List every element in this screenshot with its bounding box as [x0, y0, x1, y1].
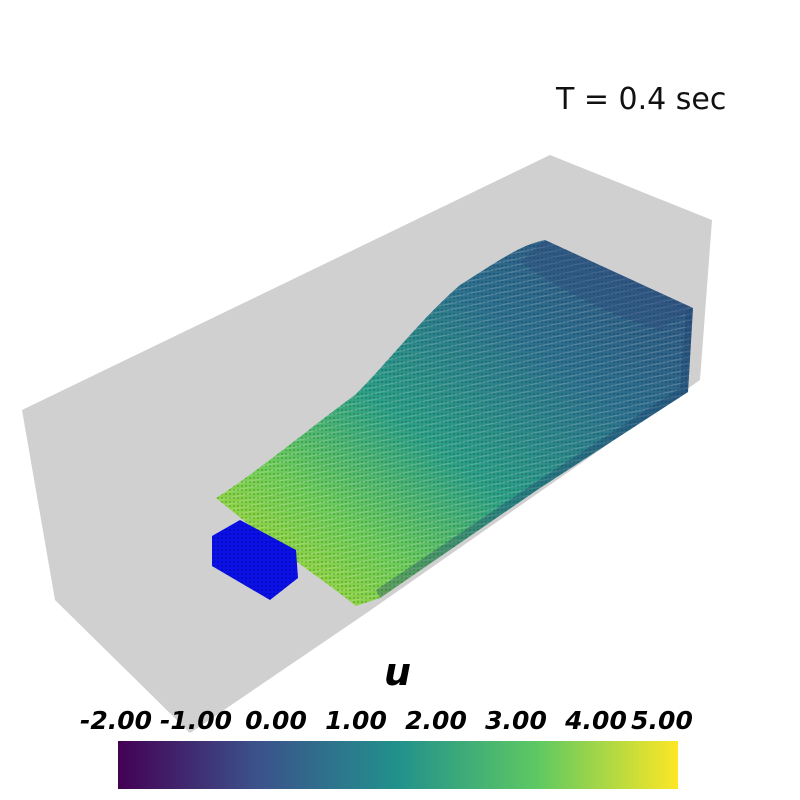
obstacle-block — [212, 520, 298, 600]
colorbar-tick-label: 3.00 — [485, 706, 547, 735]
colorbar-tick-label: 1.00 — [325, 706, 387, 735]
colorbar-ticks: -2.00 -1.00 0.00 1.00 2.00 3.00 4.00 5.0… — [0, 706, 800, 740]
colorbar-title: u — [384, 650, 412, 694]
colorbar-tick-label: 5.00 — [631, 706, 693, 735]
colorbar-tick-label: -1.00 — [159, 706, 233, 735]
colorbar-tick-label: -2.00 — [79, 706, 153, 735]
colorbar-gradient — [118, 741, 678, 789]
colorbar-tick-label: 4.00 — [565, 706, 627, 735]
colorbar-tick-label: 0.00 — [245, 706, 307, 735]
fluid-particles — [216, 240, 693, 606]
time-label: T = 0.4 sec — [556, 82, 727, 117]
colorbar-tick-label: 2.00 — [405, 706, 467, 735]
